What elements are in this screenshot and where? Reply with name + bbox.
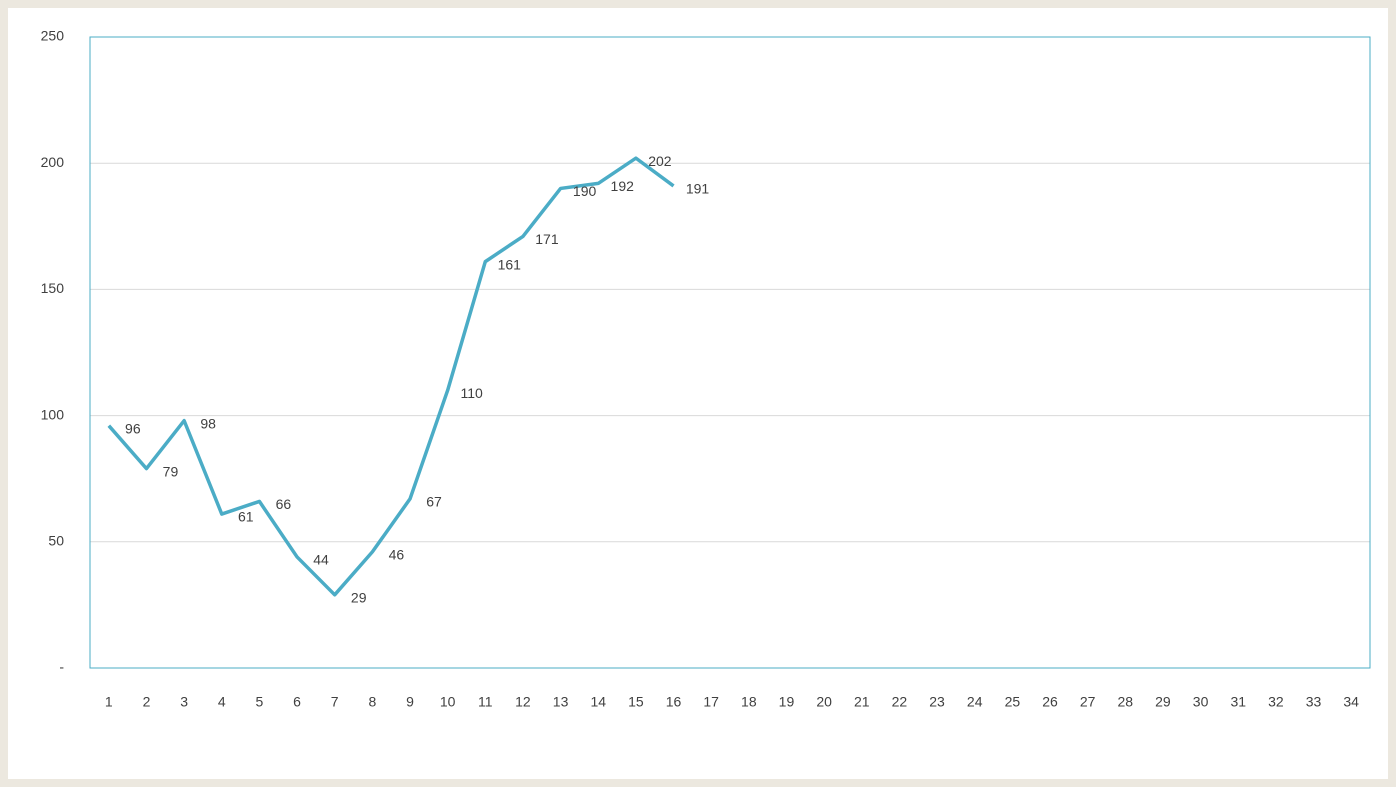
x-tick-label: 8 xyxy=(368,694,376,710)
x-tick-label: 3 xyxy=(180,694,188,710)
x-tick-label: 18 xyxy=(741,694,757,710)
x-tick-label: 17 xyxy=(703,694,719,710)
x-tick-label: 23 xyxy=(929,694,945,710)
x-tick-label: 28 xyxy=(1118,694,1134,710)
x-tick-label: 5 xyxy=(256,694,264,710)
x-tick-label: 12 xyxy=(515,694,531,710)
y-tick-label: 50 xyxy=(48,533,64,549)
x-tick-label: 9 xyxy=(406,694,414,710)
x-tick-label: 29 xyxy=(1155,694,1171,710)
plot-border xyxy=(89,36,1371,669)
x-tick-label: 13 xyxy=(553,694,569,710)
x-tick-label: 11 xyxy=(478,694,493,710)
x-tick-label: 10 xyxy=(440,694,456,710)
x-tick-label: 1 xyxy=(105,694,113,710)
data-label: 192 xyxy=(611,178,635,194)
x-tick-label: 4 xyxy=(218,694,226,710)
data-label: 96 xyxy=(125,420,141,436)
x-tick-label: 24 xyxy=(967,694,983,710)
x-tick-label: 16 xyxy=(666,694,682,710)
x-tick-label: 20 xyxy=(816,694,832,710)
data-label: 61 xyxy=(238,509,254,525)
data-label: 29 xyxy=(351,590,367,606)
x-tick-label: 6 xyxy=(293,694,301,710)
chart-area xyxy=(8,8,1388,779)
data-label: 161 xyxy=(498,256,522,272)
data-label: 190 xyxy=(573,183,597,199)
x-tick-label: 25 xyxy=(1005,694,1021,710)
data-line xyxy=(107,156,675,597)
x-tick-label: 2 xyxy=(143,694,151,710)
y-tick-label: 150 xyxy=(41,280,65,296)
data-label: 98 xyxy=(200,415,216,431)
x-tick-label: 21 xyxy=(854,694,870,710)
y-tick-label: 250 xyxy=(41,28,65,44)
data-label: 44 xyxy=(313,552,329,568)
data-label: 79 xyxy=(163,463,179,479)
x-tick-label: 33 xyxy=(1306,694,1322,710)
x-tick-label: 34 xyxy=(1343,694,1359,710)
y-tick-label: 100 xyxy=(41,406,65,422)
x-tick-label: 22 xyxy=(892,694,908,710)
data-label: 46 xyxy=(389,547,405,563)
x-tick-label: 14 xyxy=(590,694,606,710)
x-tick-label: 27 xyxy=(1080,694,1096,710)
y-tick-label: - xyxy=(59,659,64,675)
x-tick-label: 15 xyxy=(628,694,644,710)
x-tick-label: 31 xyxy=(1230,694,1246,710)
data-label: 67 xyxy=(426,494,442,510)
y-tick-label: 200 xyxy=(41,154,65,170)
data-label: 110 xyxy=(460,385,483,401)
data-label: 66 xyxy=(276,496,292,512)
data-label: 202 xyxy=(648,153,672,169)
x-tick-label: 19 xyxy=(779,694,795,710)
x-tick-label: 7 xyxy=(331,694,339,710)
x-tick-label: 30 xyxy=(1193,694,1209,710)
x-tick-label: 32 xyxy=(1268,694,1284,710)
x-tick-label: 26 xyxy=(1042,694,1058,710)
data-label: 171 xyxy=(535,231,559,247)
data-label: 191 xyxy=(686,181,710,197)
